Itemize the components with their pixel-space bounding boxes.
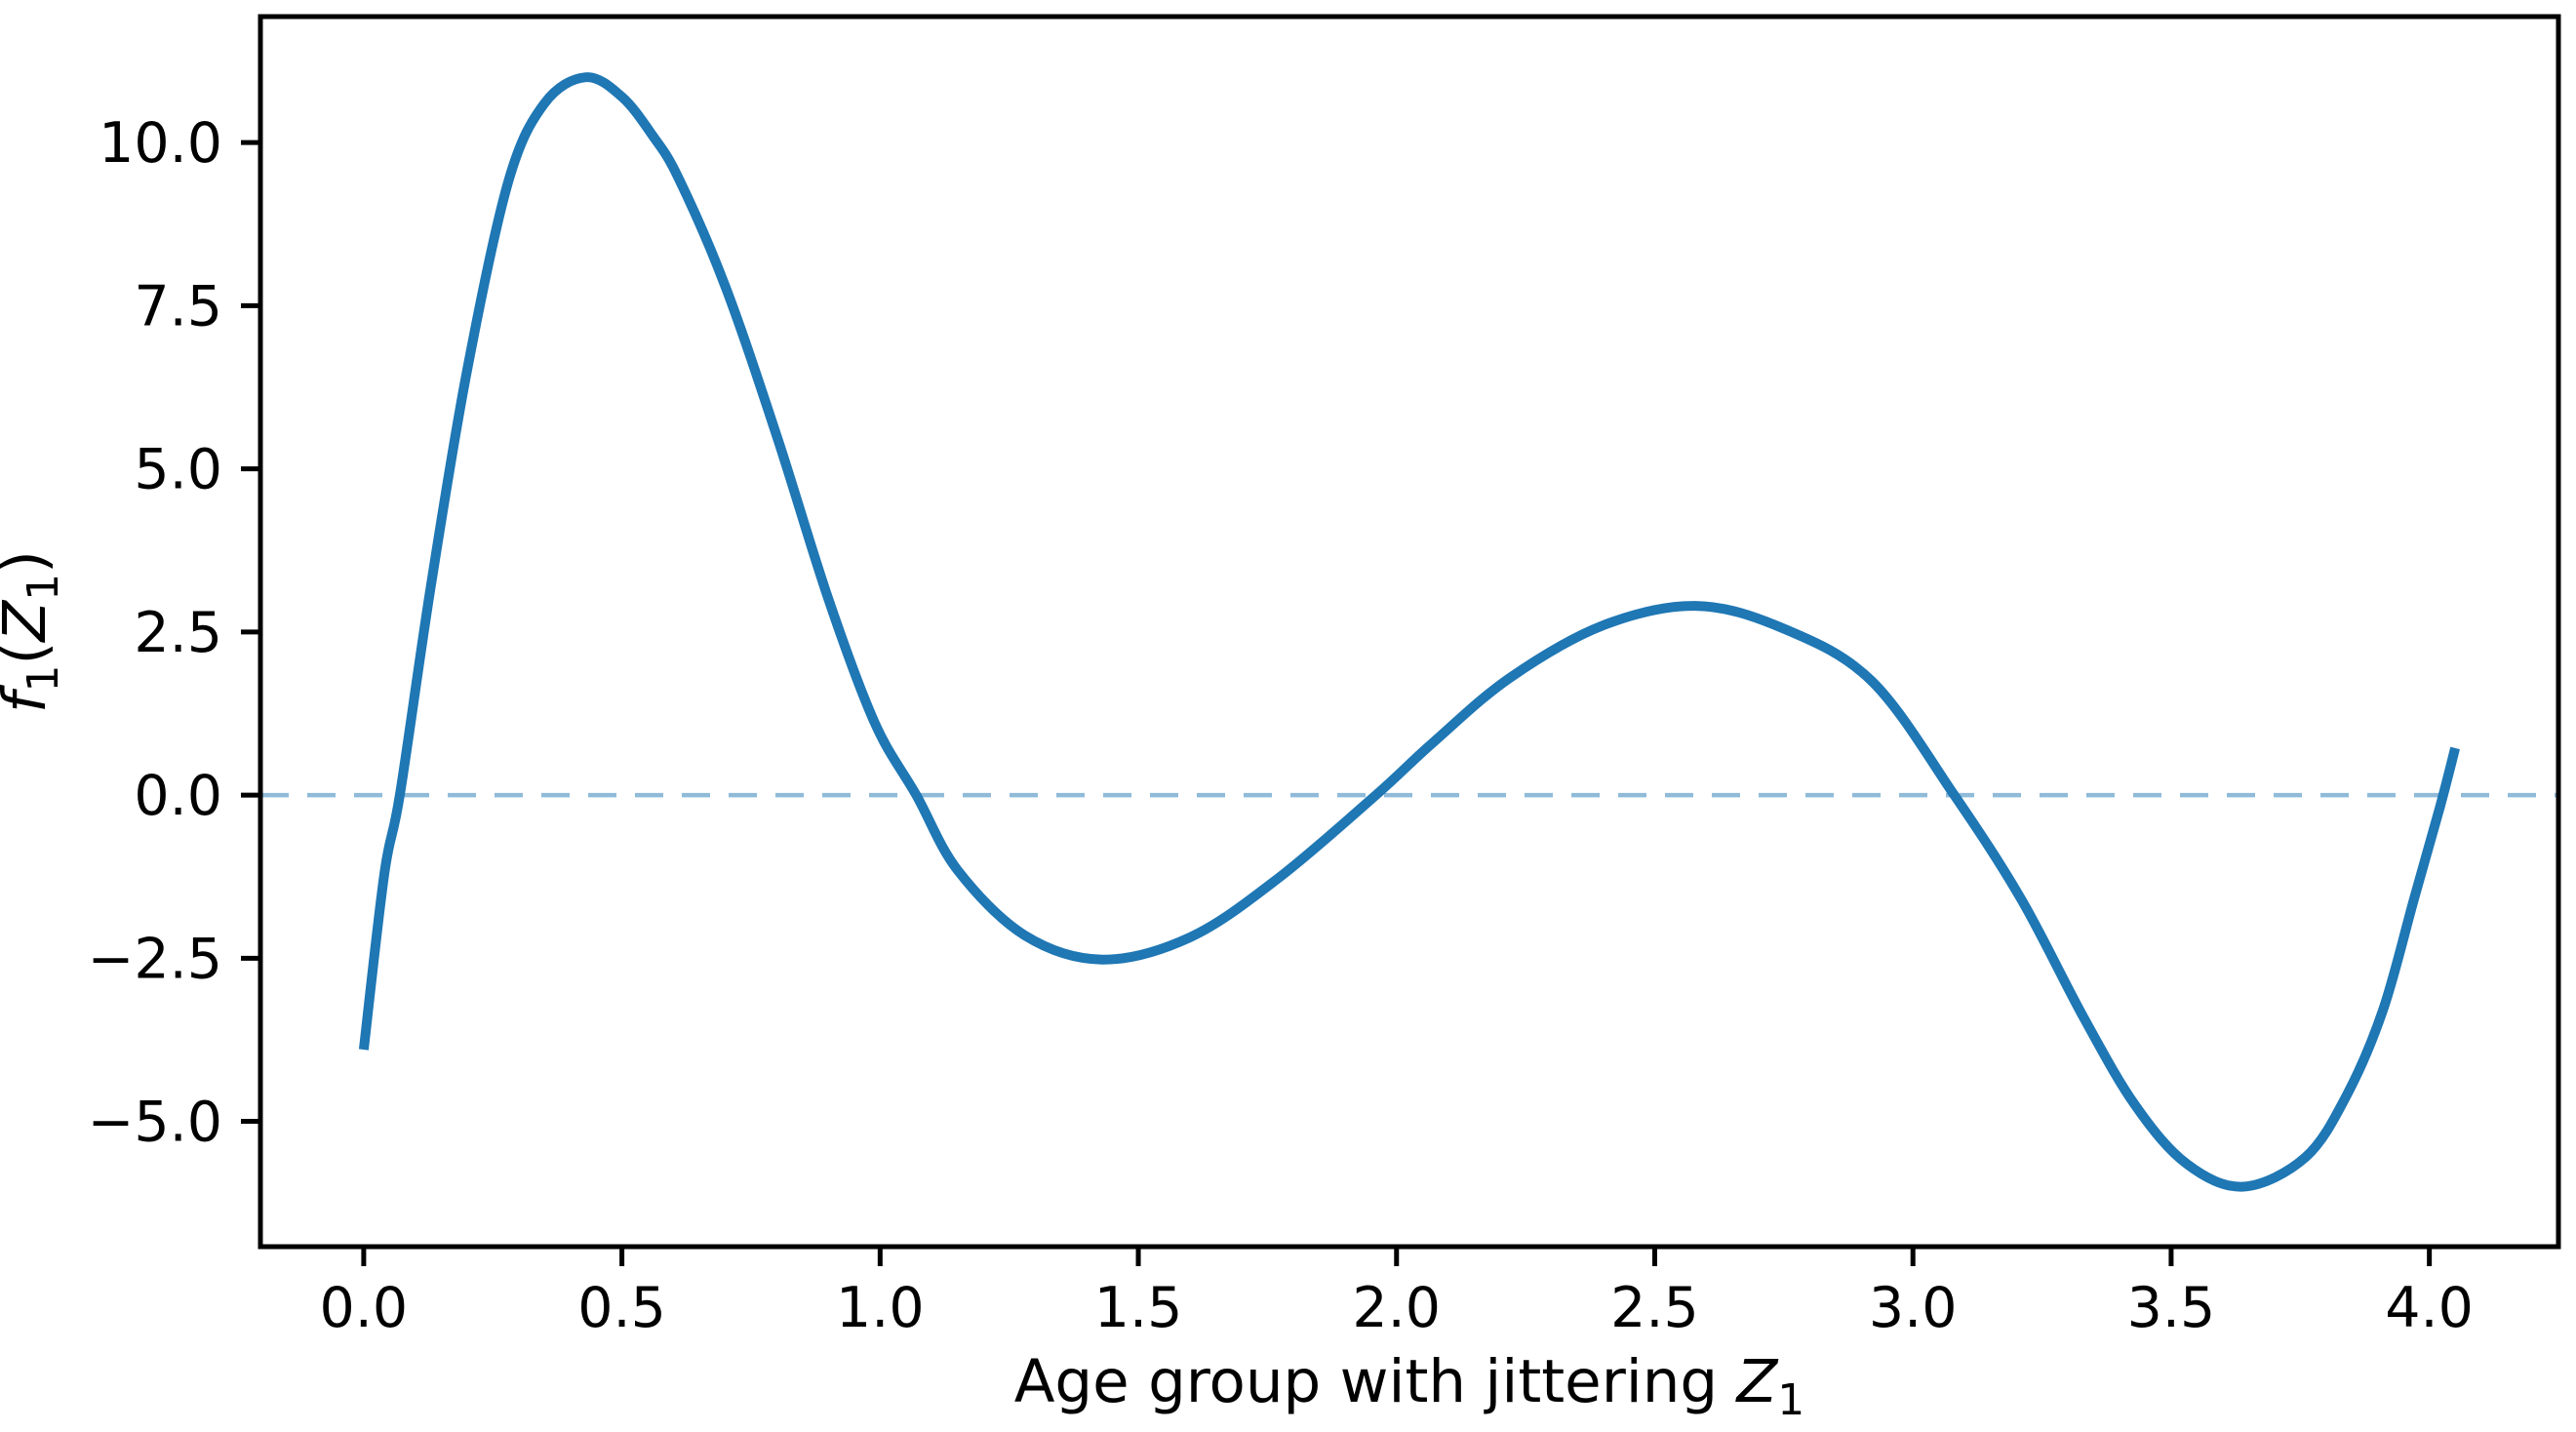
y-axis-tick-label: 10.0 [99,111,222,176]
axis-label-part: ( [0,642,59,665]
x-axis-tick-label: 3.5 [2127,1276,2216,1340]
y-axis-tick-label: 5.0 [134,438,222,502]
y-axis-tick-label: −2.5 [88,927,222,991]
x-axis-label: Age group with jittering Z1 [1014,1347,1805,1425]
axis-label-part: 1 [1777,1375,1804,1425]
curve-f1-spline [358,72,2460,1192]
axis-label-part: 1 [19,574,68,601]
x-axis-tick-label: 0.0 [320,1276,409,1340]
y-axis-label: f1(Z1) [0,550,68,713]
axis-label-part: Age group with jittering [1014,1347,1737,1416]
axis-label-part: ) [0,550,59,574]
axis-label-part: Z [1735,1347,1779,1416]
y-axis-tick-label: 2.5 [134,601,222,665]
x-axis-tick-label: 3.0 [1869,1276,1958,1340]
x-axis-tick-label: 4.0 [2385,1276,2474,1340]
x-axis-tick-label: 1.0 [836,1276,925,1340]
x-axis-tick-label: 2.0 [1352,1276,1441,1340]
y-axis-tick-label: 7.5 [134,274,222,338]
x-axis-tick-label: 2.5 [1610,1276,1699,1340]
axis-label-part: 1 [19,664,68,692]
axis-label-part: Z [0,600,59,644]
x-axis-tick-label: 0.5 [577,1276,666,1340]
y-axis-tick-label: 0.0 [134,764,222,828]
x-axis-tick-label: 1.5 [1094,1276,1183,1340]
axes-background [260,17,2558,1247]
y-axis-tick-label: −5.0 [88,1091,222,1155]
